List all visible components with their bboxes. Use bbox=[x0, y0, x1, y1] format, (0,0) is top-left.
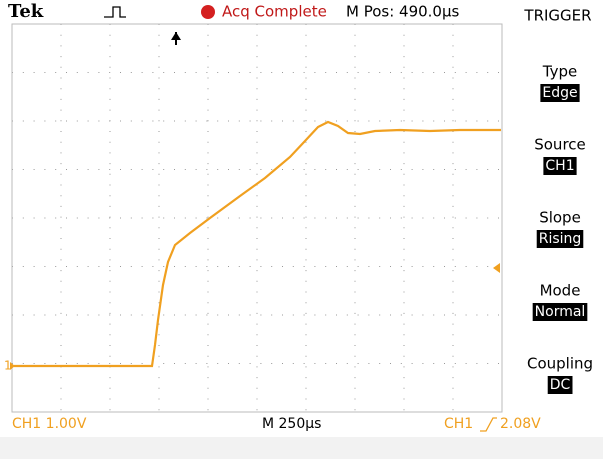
channel-marker-arrow bbox=[10, 362, 15, 370]
menu-value-bg bbox=[536, 230, 584, 248]
menu-label: Source bbox=[534, 136, 586, 154]
menu-label: Mode bbox=[540, 282, 581, 300]
trigger-level-marker bbox=[493, 263, 500, 273]
horizontal-position: M Pos: 490.0µs bbox=[346, 3, 460, 21]
menu-value-bg bbox=[543, 157, 577, 175]
menu-value: CH1 bbox=[545, 158, 574, 174]
menu-value-bg bbox=[547, 376, 573, 394]
menu-value: Edge bbox=[542, 85, 577, 101]
graticule-frame bbox=[11, 23, 503, 413]
slope-icon bbox=[480, 417, 497, 432]
channel-scale: CH1 1.00V bbox=[12, 416, 87, 432]
menu-value-bg bbox=[532, 303, 588, 321]
status-dot bbox=[201, 5, 215, 19]
run-icon bbox=[104, 6, 126, 18]
menu-value-bg bbox=[540, 84, 580, 102]
bottom-strip bbox=[0, 437, 603, 459]
menu-title: TRIGGER bbox=[523, 7, 591, 25]
status: Acq Complete bbox=[222, 3, 327, 21]
timebase: M 250µs bbox=[262, 416, 321, 432]
trigger-source: CH1 bbox=[444, 416, 473, 432]
trigger-position-marker bbox=[171, 32, 181, 45]
menu-label: Type bbox=[542, 63, 577, 81]
graticule bbox=[12, 24, 502, 412]
menu-label: Coupling bbox=[527, 355, 593, 373]
waveform-trace bbox=[14, 120, 501, 368]
menu-value: DC bbox=[550, 377, 571, 393]
menu-value: Rising bbox=[539, 231, 582, 247]
trigger-level: 2.08V bbox=[500, 416, 541, 432]
menu-value: Normal bbox=[535, 304, 586, 320]
channel-marker: 1 bbox=[4, 359, 12, 373]
menu-label: Slope bbox=[539, 209, 581, 227]
brand: Tek bbox=[8, 1, 44, 22]
